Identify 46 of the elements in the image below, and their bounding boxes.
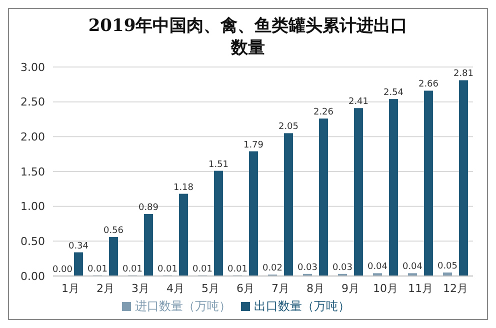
data-label: 2.54	[383, 88, 404, 98]
data-label: 0.01	[227, 264, 248, 274]
data-label: 0.00	[52, 265, 73, 275]
x-tick-label: 1月	[62, 282, 80, 295]
x-tick-label: 6月	[236, 282, 254, 295]
data-label: 0.56	[103, 226, 124, 236]
data-label: 0.02	[262, 264, 283, 274]
legend-label: 出口数量（万吨）	[254, 299, 350, 313]
y-tick-label: 2.00	[20, 130, 45, 144]
x-tick-label: 7月	[272, 282, 290, 295]
data-label: 0.03	[297, 262, 318, 273]
data-label: 2.26	[313, 108, 334, 118]
x-tick-label: 10月	[373, 282, 398, 295]
data-label: 2.81	[453, 69, 474, 80]
x-tick-label: 2月	[96, 282, 114, 295]
legend-label: 进口数量（万吨）	[135, 299, 231, 313]
x-tick-label: 4月	[166, 282, 184, 295]
data-label: 1.51	[208, 160, 229, 170]
data-label: 0.01	[87, 264, 108, 274]
data-label: 0.04	[367, 262, 388, 272]
chart-title: 2019年中国肉、禽、鱼类罐头累计进出口数量	[88, 15, 408, 59]
y-tick-label: 1.00	[20, 200, 45, 214]
data-label: 2.41	[348, 97, 369, 108]
y-tick-label: 0.00	[20, 270, 45, 283]
data-label: 1.18	[173, 182, 194, 193]
data-label: 0.04	[402, 262, 423, 272]
x-tick-label: 12月	[443, 282, 468, 295]
data-label: 0.05	[437, 262, 458, 272]
data-label: 0.03	[332, 262, 353, 273]
data-label: 0.01	[122, 264, 143, 274]
x-tick-label: 5月	[202, 282, 220, 295]
data-label: 0.01	[157, 264, 178, 274]
data-label: 2.66	[418, 80, 439, 90]
y-tick-label: 1.50	[20, 165, 45, 178]
data-label: 0.89	[138, 202, 159, 213]
y-tick-label: 2.50	[20, 96, 45, 109]
y-tick-label: 0.50	[20, 235, 45, 248]
x-tick-label: 11月	[408, 282, 433, 295]
data-label: 0.01	[192, 264, 213, 274]
x-tick-label: 9月	[342, 282, 360, 295]
x-tick-label: 8月	[306, 282, 324, 295]
y-tick-label: 3.00	[20, 60, 45, 74]
x-tick-label: 3月	[132, 282, 150, 295]
data-label: 2.05	[278, 122, 299, 132]
data-label: 0.34	[68, 241, 89, 252]
data-label: 1.79	[243, 140, 264, 150]
